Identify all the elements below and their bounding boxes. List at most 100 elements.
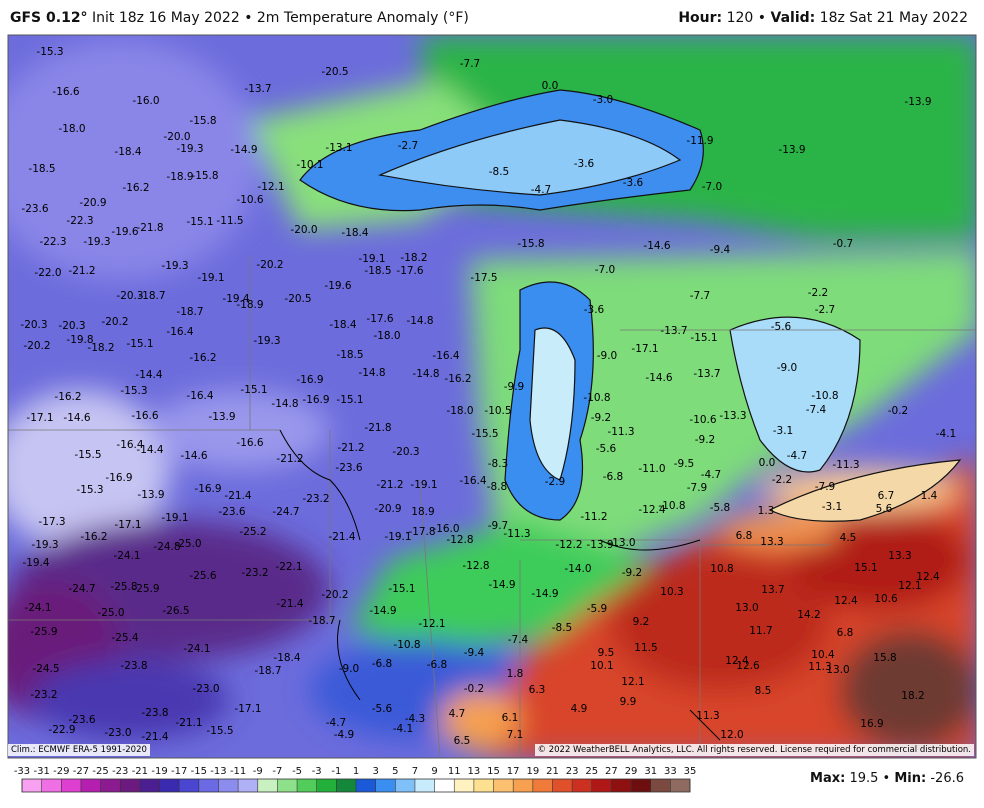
map-value-label: -13.7 [693,368,720,380]
colorbar-tick-label: -15 [191,766,207,777]
map-value-label: -2.7 [815,304,836,316]
colorbar-tick-label: -23 [112,766,128,777]
colorbar-tick-label: -1 [331,766,341,777]
title: GFS 0.12° Init 18z 16 May 2022 • 2m Temp… [10,10,469,26]
map-value-label: -11.9 [686,135,713,147]
label-strong: GFS 0.12° [10,10,88,26]
label-strong: Hour: [678,10,723,26]
map-value-label: -21.4 [141,731,168,743]
map-value-label: -20.2 [321,589,348,601]
colorbar-tick-label: 35 [684,766,697,777]
map-value-label: -18.0 [373,330,400,342]
map-value-label: -0.2 [888,405,909,417]
map-value-label: -5.6 [372,703,393,715]
map-value-label: -13.3 [719,410,746,422]
colorbar-tick-label: -11 [230,766,246,777]
map-value-label: -18.2 [400,252,427,264]
map-value-label: -12.1 [257,181,284,193]
map-value-label: -2.2 [772,474,793,486]
map-value-label: -3.6 [623,177,644,189]
label-strong: Min: [894,771,927,786]
map-value-label: -2.7 [398,140,419,152]
map-value-label: -10.8 [658,500,685,512]
map-value-label: -9.0 [339,663,360,675]
map-value-label: -20.9 [374,503,401,515]
colorbar-segment [22,779,42,792]
map-value-label: 6.8 [837,627,854,639]
map-value-label: 1.4 [921,490,938,502]
map-value-label: 4.9 [571,703,588,715]
map-value-label: -20.0 [290,224,317,236]
colorbar-tick-label: -29 [53,766,69,777]
map-value-label: -14.6 [180,450,207,462]
map-value-label: -8.8 [487,481,508,493]
map-value-label: -24.7 [68,583,95,595]
map-value-label: 18.9 [411,506,434,518]
colorbar-tick-label: -13 [210,766,226,777]
map-value-label: -14.4 [136,444,163,456]
map-value-label: -15.8 [517,238,544,250]
map-value-label: -10.6 [689,414,716,426]
map-value-label: -15.5 [471,428,498,440]
map-value-label: -15.8 [191,170,218,182]
colorbar-tick-label: -17 [171,766,187,777]
colorbar-segment [277,779,298,792]
map-value-label: 15.8 [873,652,896,664]
colorbar-segment [80,779,101,792]
map-value-label: 13.3 [888,550,911,562]
map-value-label: -18.7 [254,665,281,677]
map-value-label: -17.5 [470,272,497,284]
map-value-label: -19.1 [384,531,411,543]
map-value-label: -22.3 [66,215,93,227]
colorbar-tick-label: -3 [312,766,322,777]
map-value-label: -20.2 [256,259,283,271]
colorbar-segment [179,779,199,792]
map-value-label: -18.4 [114,146,141,158]
map-value-label: -18.7 [176,306,203,318]
map-value-label: -18.9 [166,171,193,183]
map-value-label: -19.1 [197,272,224,284]
map-value-label: -13.1 [325,142,352,154]
map-value-label: -7.4 [806,404,827,416]
map-value-label: -7.0 [595,264,616,276]
map-value-label: -23.8 [120,660,147,672]
map-value-label: -14.8 [406,315,433,327]
map-value-label: -14.8 [412,368,439,380]
map-value-label: -23.2 [302,493,329,505]
map-value-label: 6.5 [454,735,471,747]
map-value-label: -25.4 [111,632,138,644]
map-value-label: -13.7 [660,325,687,337]
map-value-label: -14.9 [488,579,515,591]
map-value-label: -17.1 [234,703,261,715]
map-value-label: -24.1 [183,643,210,655]
map-value-label: -10.8 [811,390,838,402]
map-value-label: -20.2 [23,340,50,352]
map-value-label: 9.9 [620,696,637,708]
map-value-label: -25.0 [174,538,201,550]
colorbar-segment [100,779,121,792]
colorbar-tick-label: -5 [292,766,302,777]
map-value-label: -6.8 [427,659,448,671]
map-value-label: -15.5 [74,449,101,461]
map-value-label: -13.9 [208,411,235,423]
climatology-note: Clim.: ECMWF ERA-5 1991-2020 [8,744,150,756]
map-value-label: -10.1 [296,159,323,171]
map-value-label: -16.4 [166,326,193,338]
map-value-label: -19.3 [253,335,280,347]
colorbar-tick-label: 9 [431,766,437,777]
map-value-label: -18.7 [138,290,165,302]
map-value-label: -20.2 [101,316,128,328]
map-value-label: -6.8 [372,658,393,670]
map-value-label: -26.5 [162,605,189,617]
map-value-label: -15.3 [36,46,63,58]
map-value-label: -20.3 [20,319,47,331]
map-value-label: 12.4 [725,655,749,667]
map-value-label: -16.9 [194,483,221,495]
map-value-label: -20.0 [163,131,190,143]
map-value-label: -18.4 [273,652,300,664]
map-value-label: -11.5 [216,215,243,227]
map-value-label: -0.2 [464,683,485,695]
colorbar-segment [513,779,533,792]
map-value-label: -14.6 [63,412,90,424]
map-value-label: -9.2 [622,567,643,579]
